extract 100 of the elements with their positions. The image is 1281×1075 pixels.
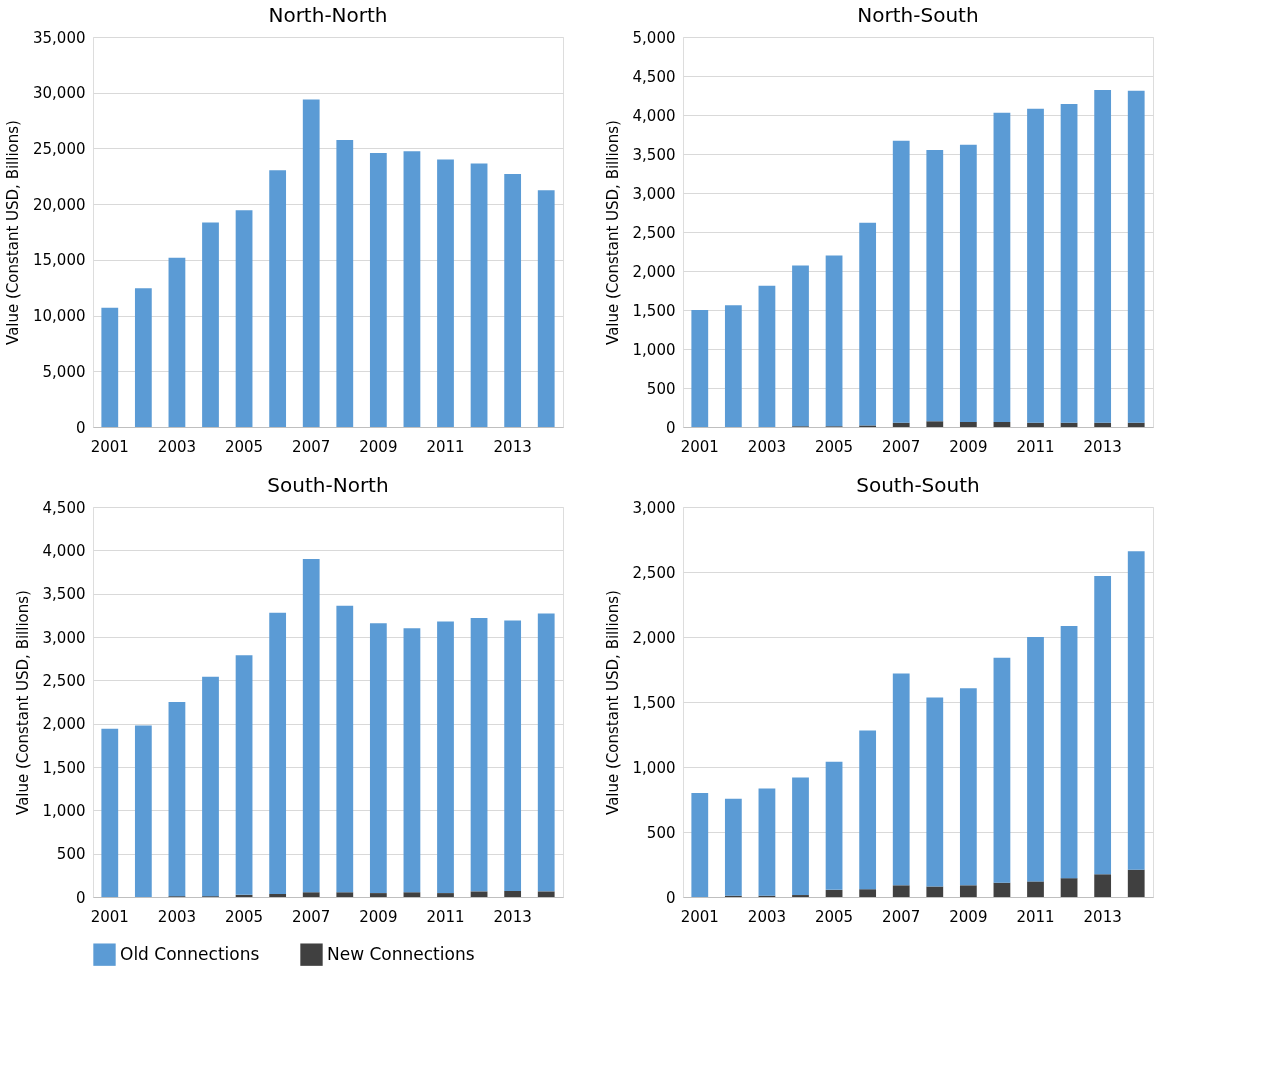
bar: [437, 621, 454, 894]
y-tick-label: 2,500: [632, 223, 676, 242]
bar: [470, 891, 488, 897]
bar: [269, 893, 287, 897]
y-tick-label: 500: [646, 823, 676, 842]
bar: [859, 730, 877, 890]
bar: [993, 421, 1011, 427]
chart-title: North-South: [857, 3, 979, 27]
bar: [1027, 422, 1044, 427]
x-tick-label: 2003: [747, 437, 787, 456]
bar: [302, 892, 320, 897]
bar: [724, 305, 742, 427]
y-tick-label: 15,000: [33, 251, 86, 270]
y-axis-title: Value (Constant USD, Billions): [603, 590, 622, 815]
bar: [369, 623, 387, 894]
bar: [437, 893, 454, 897]
chart-title: South-South: [856, 473, 980, 497]
bar: [403, 151, 421, 427]
bar: [1094, 874, 1112, 897]
y-tick-label: 5,000: [42, 362, 86, 381]
bar: [926, 150, 944, 422]
bar: [101, 307, 119, 427]
bar: [1127, 551, 1145, 870]
bar: [403, 628, 421, 893]
bar: [691, 310, 709, 427]
x-tick-label: 2001: [90, 437, 129, 456]
bar: [792, 777, 809, 896]
y-tick-label: 1,500: [632, 693, 676, 712]
bar: [825, 255, 843, 427]
bar: [336, 605, 354, 893]
x-tick-label: 2005: [224, 437, 264, 456]
bar: [724, 798, 742, 896]
bar: [1094, 90, 1112, 423]
x-tick-label: 2001: [90, 907, 129, 926]
y-tick-label: 35,000: [33, 28, 86, 47]
x-tick-label: 2007: [882, 907, 921, 926]
x-tick-label: 2013: [1083, 907, 1122, 926]
bar: [993, 112, 1011, 422]
y-axis-title: Value (Constant USD, Billions): [13, 590, 32, 815]
y-tick-label: 10,000: [33, 307, 86, 326]
bar: [336, 892, 354, 897]
bar: [537, 190, 555, 427]
y-tick-label: 2,000: [632, 628, 676, 647]
bar: [235, 210, 253, 427]
y-axis-title: Value (Constant USD, Billions): [603, 120, 622, 345]
bar: [269, 612, 287, 894]
x-tick-label: 2007: [882, 437, 921, 456]
bar: [537, 891, 555, 897]
bar: [993, 882, 1011, 897]
x-tick-label: 2007: [292, 907, 331, 926]
y-tick-label: 0: [75, 418, 86, 437]
x-tick-label: 2001: [680, 437, 719, 456]
bar: [825, 761, 843, 890]
bar: [1060, 878, 1078, 897]
bar: [959, 885, 977, 897]
y-tick-label: 3,500: [42, 585, 86, 604]
x-tick-label: 2011: [426, 437, 465, 456]
bar: [168, 257, 186, 427]
y-tick-label: 2,500: [632, 563, 676, 582]
bar: [1027, 637, 1044, 882]
y-tick-label: 500: [646, 379, 676, 398]
bar: [504, 620, 522, 891]
y-tick-label: 5,000: [632, 28, 676, 47]
x-tick-label: 2005: [814, 437, 854, 456]
x-tick-label: 2013: [493, 437, 532, 456]
bar: [859, 222, 877, 426]
bar: [470, 163, 488, 427]
bar: [504, 890, 522, 897]
x-tick-label: 2011: [1016, 437, 1055, 456]
bar: [1060, 104, 1078, 423]
legend-label: Old Connections: [120, 943, 260, 964]
bar: [537, 613, 555, 892]
bar: [504, 174, 522, 427]
y-tick-label: 500: [56, 845, 86, 864]
bar: [926, 421, 944, 427]
bar: [437, 159, 454, 427]
bar: [959, 688, 977, 886]
bar: [202, 676, 219, 897]
bar: [959, 144, 977, 422]
y-tick-label: 1,500: [42, 758, 86, 777]
x-tick-label: 2001: [680, 907, 719, 926]
bar: [1127, 869, 1145, 897]
y-tick-label: 4,000: [42, 541, 86, 560]
legend-label: New Connections: [327, 943, 475, 964]
y-tick-label: 1,000: [42, 801, 86, 820]
bar: [691, 793, 709, 897]
bar: [926, 697, 944, 887]
bar: [403, 892, 421, 897]
bar: [993, 657, 1011, 883]
bar: [369, 152, 387, 427]
x-tick-label: 2009: [949, 437, 988, 456]
bar: [134, 725, 152, 897]
chart-title: North-North: [268, 3, 388, 27]
y-tick-label: 1,000: [632, 340, 676, 359]
y-tick-label: 0: [665, 418, 676, 437]
bar: [758, 285, 776, 427]
bar: [1094, 575, 1112, 875]
y-tick-label: 30,000: [33, 84, 86, 103]
x-tick-label: 2005: [224, 907, 264, 926]
bar: [859, 889, 877, 897]
